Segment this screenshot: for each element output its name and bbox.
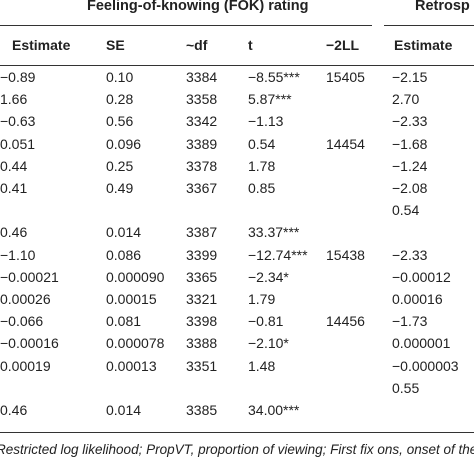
cell-df: 3387: [186, 224, 218, 240]
cell-t: 0.54: [248, 136, 276, 152]
cell-estimate-retrospective: −1.24: [392, 158, 428, 174]
cell-df: 3388: [186, 335, 218, 351]
cell-estimate: −1.10: [0, 247, 36, 263]
group-rule-fok: [0, 25, 372, 26]
cell-t: −0.81: [248, 313, 284, 329]
cell-se: 0.10: [106, 69, 134, 85]
cell-se: 0.25: [106, 158, 134, 174]
cell-estimate: 0.051: [0, 136, 36, 152]
cell-estimate: 0.00026: [0, 291, 51, 307]
cell-df: 3342: [186, 113, 218, 129]
group-rule-retrospective: [384, 25, 474, 26]
cell-se: 0.096: [106, 136, 142, 152]
cell-estimate-retrospective: −0.00012: [392, 269, 451, 285]
cell-df: 3378: [186, 158, 218, 174]
cell-df: 3389: [186, 136, 218, 152]
header-t: t: [248, 37, 253, 53]
cell-estimate-retrospective: −2.08: [392, 180, 428, 196]
cell-t: −1.13: [248, 113, 284, 129]
header-rule: [0, 65, 474, 66]
cell-t: −12.74***: [248, 247, 308, 263]
cell-df: 3321: [186, 291, 218, 307]
cell-estimate-retrospective: −0.000003: [392, 358, 459, 374]
header-2ll: −2LL: [326, 37, 360, 53]
cell-estimate-retrospective: 0.54: [392, 202, 420, 218]
cell-t: −2.34*: [248, 269, 289, 285]
cell-t: 1.78: [248, 158, 276, 174]
cell-t: −2.10*: [248, 335, 289, 351]
cell-estimate-retrospective: −1.68: [392, 136, 428, 152]
cell-estimate-retrospective: 0.00016: [392, 291, 443, 307]
cell-estimate-retrospective: −2.33: [392, 113, 428, 129]
cell-se: 0.000090: [106, 269, 165, 285]
cell-estimate: 0.00019: [0, 358, 51, 374]
cell-t: 0.85: [248, 180, 276, 196]
cell-estimate: −0.89: [0, 69, 36, 85]
cell-se: 0.00013: [106, 358, 157, 374]
cell-estimate: 0.44: [0, 158, 28, 174]
cell-df: 3351: [186, 358, 218, 374]
cell-estimate: −0.00016: [0, 335, 59, 351]
cell-t: 5.87***: [248, 91, 292, 107]
cell-estimate-retrospective: 0.55: [392, 380, 420, 396]
cell-estimate: −0.63: [0, 113, 36, 129]
cell-df: 3384: [186, 69, 218, 85]
cell-estimate-retrospective: 0.000001: [392, 335, 451, 351]
cell-df: 3385: [186, 402, 218, 418]
cell-neg2ll: 14454: [326, 136, 365, 152]
cell-neg2ll: 15438: [326, 247, 365, 263]
cell-se: 0.014: [106, 224, 142, 240]
cell-df: 3365: [186, 269, 218, 285]
header-estimate-retrospective: Estimate: [394, 37, 453, 53]
cell-df: 3358: [186, 91, 218, 107]
cell-se: 0.086: [106, 247, 142, 263]
cell-estimate: 0.46: [0, 224, 28, 240]
cell-se: 0.49: [106, 180, 134, 196]
header-se: SE: [106, 37, 125, 53]
cell-neg2ll: 15405: [326, 69, 365, 85]
cell-se: 0.00015: [106, 291, 157, 307]
group-title-retrospective: Retrosp: [415, 0, 470, 14]
cell-t: 33.37***: [248, 224, 300, 240]
cell-t: 1.48: [248, 358, 276, 374]
table-footnote: Restricted log likelihood; PropVT, propo…: [0, 442, 474, 457]
cell-t: 34.00***: [248, 402, 300, 418]
cell-estimate: 0.41: [0, 180, 28, 196]
cell-df: 3398: [186, 313, 218, 329]
cell-neg2ll: 14456: [326, 313, 365, 329]
cell-estimate-retrospective: −1.73: [392, 313, 428, 329]
cell-se: 0.000078: [106, 335, 165, 351]
cell-df: 3367: [186, 180, 218, 196]
cell-estimate: −0.00021: [0, 269, 59, 285]
header-df: ~df: [186, 37, 208, 53]
cell-estimate: −0.066: [0, 313, 44, 329]
cell-estimate-retrospective: 2.70: [392, 91, 420, 107]
group-title-fok: Feeling-of-knowing (FOK) rating: [87, 0, 309, 14]
cell-se: 0.56: [106, 113, 134, 129]
cell-estimate-retrospective: −2.33: [392, 247, 428, 263]
cell-estimate: 1.66: [0, 91, 28, 107]
table-bottom-rule: [0, 432, 474, 433]
cell-se: 0.28: [106, 91, 134, 107]
header-estimate: Estimate: [12, 37, 71, 53]
cell-estimate: 0.46: [0, 402, 28, 418]
cell-se: 0.081: [106, 313, 142, 329]
cell-t: −8.55***: [248, 69, 300, 85]
cell-se: 0.014: [106, 402, 142, 418]
cell-estimate-retrospective: −2.15: [392, 69, 428, 85]
cell-df: 3399: [186, 247, 218, 263]
cell-t: 1.79: [248, 291, 276, 307]
